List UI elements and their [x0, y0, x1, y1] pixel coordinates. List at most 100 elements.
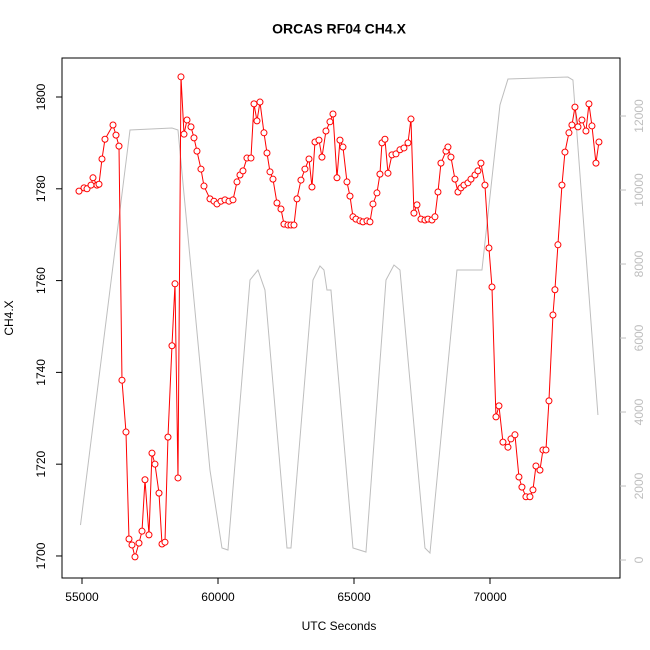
data-point: [495, 402, 503, 410]
data-point: [200, 182, 208, 190]
data-point: [250, 100, 258, 108]
data-point: [444, 143, 452, 151]
data-point: [141, 476, 149, 484]
data-point: [145, 531, 153, 539]
y-tick-label: 1700: [34, 542, 48, 569]
data-point: [115, 142, 123, 150]
data-point: [269, 175, 277, 183]
data-point: [187, 123, 195, 131]
data-point: [290, 221, 298, 229]
y-tick-label: 1780: [34, 175, 48, 202]
data-point: [431, 213, 439, 221]
data-point: [477, 159, 485, 167]
data-point: [131, 553, 139, 561]
data-point: [504, 443, 512, 451]
x-tick-label: 70000: [473, 590, 507, 604]
data-point: [545, 397, 553, 405]
data-point: [326, 118, 334, 126]
data-point: [253, 117, 261, 125]
data-point: [400, 144, 408, 152]
data-point: [536, 466, 544, 474]
data-point: [229, 196, 237, 204]
data-point: [413, 201, 421, 209]
data-point: [346, 192, 354, 200]
data-point: [515, 473, 523, 481]
data-point: [595, 138, 603, 146]
data-point: [434, 188, 442, 196]
data-point: [98, 155, 106, 163]
data-point: [305, 155, 313, 163]
data-point: [75, 187, 83, 195]
data-point: [492, 413, 500, 421]
data-point: [148, 449, 156, 457]
data-point: [404, 139, 412, 147]
data-point: [511, 431, 519, 439]
data-point: [322, 127, 330, 135]
x-tick-label: 60000: [201, 590, 235, 604]
data-point: [507, 435, 515, 443]
data-point: [122, 428, 130, 436]
data-point: [578, 116, 586, 124]
data-point: [343, 178, 351, 186]
data-point: [384, 169, 392, 177]
data-point: [197, 165, 205, 173]
data-point: [125, 535, 133, 543]
y-tick-label: 1760: [34, 267, 48, 294]
y2-tick-label: 2000: [632, 472, 646, 499]
data-point: [542, 446, 550, 454]
data-point: [87, 181, 95, 189]
data-point: [118, 376, 126, 384]
y2-tick-label: 0: [632, 556, 646, 563]
data-point: [410, 209, 418, 217]
plot-box: [61, 57, 621, 579]
data-point: [336, 136, 344, 144]
data-point: [437, 159, 445, 167]
data-point: [273, 199, 281, 207]
y2-tick-label: 4000: [632, 398, 646, 425]
data-point: [447, 153, 455, 161]
data-point: [318, 153, 326, 161]
data-point: [155, 489, 163, 497]
chart-title: ORCAS RF04 CH4.X: [272, 21, 406, 37]
data-point: [297, 176, 305, 184]
data-point: [109, 121, 117, 129]
data-point: [554, 241, 562, 249]
data-point: [381, 135, 389, 143]
y-tick-label: 1800: [34, 83, 48, 110]
data-point: [315, 136, 323, 144]
data-point: [549, 311, 557, 319]
data-point: [366, 218, 374, 226]
data-point: [190, 134, 198, 142]
data-point: [301, 165, 309, 173]
data-point: [588, 122, 596, 130]
data-point: [474, 167, 482, 175]
data-point: [101, 135, 109, 143]
data-point: [467, 175, 475, 183]
y-tick-label: 1740: [34, 359, 48, 386]
x-axis-label: UTC Seconds: [302, 619, 377, 633]
data-point: [518, 483, 526, 491]
x-tick-label: 55000: [65, 590, 99, 604]
data-point: [161, 538, 169, 546]
data-point: [233, 178, 241, 186]
data-point: [135, 539, 143, 547]
data-point: [168, 342, 176, 350]
data-point: [256, 98, 264, 106]
data-point: [392, 150, 400, 158]
data-point: [263, 149, 271, 157]
y2-tick-label: 6000: [632, 324, 646, 351]
data-point: [558, 181, 566, 189]
data-point: [551, 286, 559, 294]
data-point: [485, 244, 493, 252]
data-point: [529, 486, 537, 494]
data-point: [308, 183, 316, 191]
data-point: [266, 168, 274, 176]
data-point: [183, 116, 191, 124]
data-point: [526, 493, 534, 501]
data-point: [376, 170, 384, 178]
data-point: [174, 474, 182, 482]
data-point: [373, 189, 381, 197]
data-point: [151, 460, 159, 468]
data-point: [260, 129, 268, 137]
